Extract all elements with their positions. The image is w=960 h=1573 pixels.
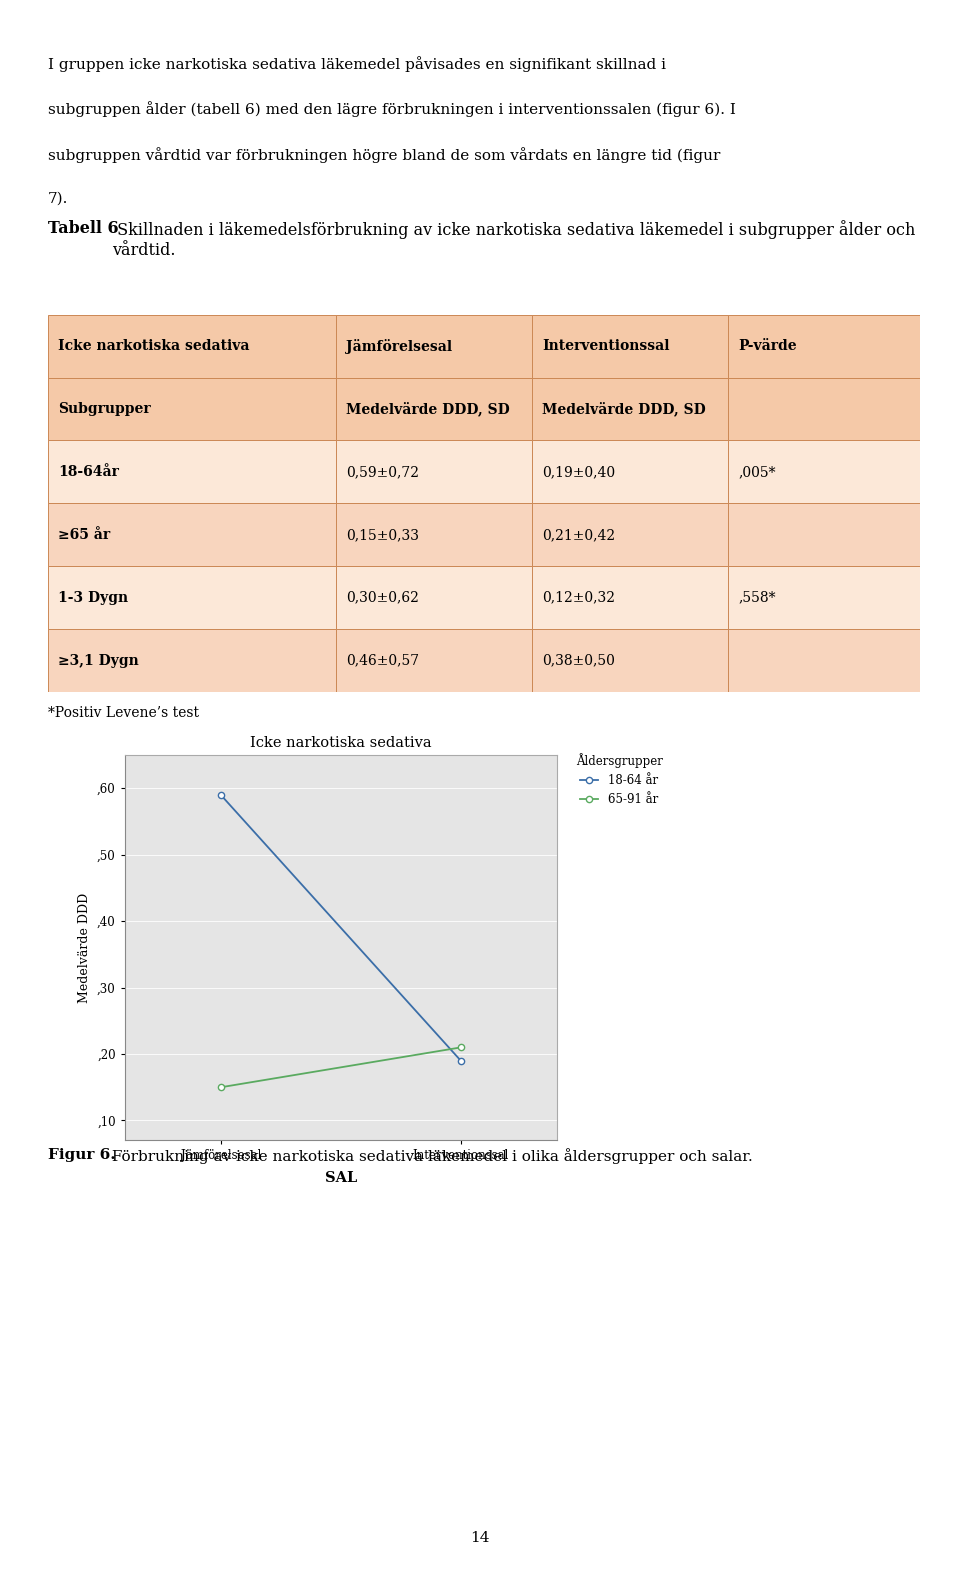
Text: Figur 6.: Figur 6. — [48, 1148, 115, 1162]
Text: *Positiv Levene’s test: *Positiv Levene’s test — [48, 706, 199, 719]
Text: Skillnaden i läkemedelsförbrukning av icke narkotiska sedativa läkemedel i subgr: Skillnaden i läkemedelsförbrukning av ic… — [111, 220, 915, 258]
Text: 0,15±0,33: 0,15±0,33 — [347, 529, 420, 541]
Text: Jämförelsesal: Jämförelsesal — [347, 338, 452, 354]
Text: 1-3 Dygn: 1-3 Dygn — [59, 591, 129, 604]
Text: Subgrupper: Subgrupper — [59, 403, 151, 415]
FancyBboxPatch shape — [48, 315, 336, 378]
FancyBboxPatch shape — [48, 440, 336, 503]
FancyBboxPatch shape — [336, 566, 532, 629]
FancyBboxPatch shape — [532, 378, 728, 440]
FancyBboxPatch shape — [336, 315, 532, 378]
Text: ,005*: ,005* — [738, 466, 776, 478]
FancyBboxPatch shape — [532, 566, 728, 629]
Text: 0,19±0,40: 0,19±0,40 — [542, 466, 615, 478]
FancyBboxPatch shape — [532, 315, 728, 378]
FancyBboxPatch shape — [336, 440, 532, 503]
FancyBboxPatch shape — [336, 503, 532, 566]
Text: Medelvärde DDD, SD: Medelvärde DDD, SD — [347, 401, 510, 417]
Text: ≥65 år: ≥65 år — [59, 529, 110, 541]
FancyBboxPatch shape — [728, 629, 920, 692]
Text: Förbrukning av icke narkotiska sedativa läkemedel i olika åldersgrupper och sala: Förbrukning av icke narkotiska sedativa … — [108, 1148, 753, 1164]
Text: ≥3,1 Dygn: ≥3,1 Dygn — [59, 654, 139, 667]
FancyBboxPatch shape — [532, 503, 728, 566]
Text: Icke narkotiska sedativa: Icke narkotiska sedativa — [59, 340, 250, 352]
Text: 0,46±0,57: 0,46±0,57 — [347, 654, 420, 667]
Text: Medelvärde DDD, SD: Medelvärde DDD, SD — [542, 401, 706, 417]
Title: Icke narkotiska sedativa: Icke narkotiska sedativa — [250, 736, 432, 750]
FancyBboxPatch shape — [48, 503, 336, 566]
Text: 7).: 7). — [48, 192, 68, 206]
FancyBboxPatch shape — [48, 629, 336, 692]
FancyBboxPatch shape — [48, 566, 336, 629]
Y-axis label: Medelvärde DDD: Medelvärde DDD — [79, 892, 91, 1004]
Text: P-värde: P-värde — [738, 340, 797, 352]
FancyBboxPatch shape — [728, 378, 920, 440]
Text: 0,38±0,50: 0,38±0,50 — [542, 654, 615, 667]
FancyBboxPatch shape — [728, 315, 920, 378]
Text: 0,21±0,42: 0,21±0,42 — [542, 529, 615, 541]
Text: 0,12±0,32: 0,12±0,32 — [542, 591, 615, 604]
FancyBboxPatch shape — [532, 629, 728, 692]
Text: subgruppen vårdtid var förbrukningen högre bland de som vårdats en längre tid (f: subgruppen vårdtid var förbrukningen hög… — [48, 146, 720, 162]
FancyBboxPatch shape — [728, 440, 920, 503]
FancyBboxPatch shape — [728, 566, 920, 629]
Text: ,558*: ,558* — [738, 591, 776, 604]
Text: 0,30±0,62: 0,30±0,62 — [347, 591, 419, 604]
Text: 18-64år: 18-64år — [59, 466, 119, 478]
FancyBboxPatch shape — [728, 503, 920, 566]
FancyBboxPatch shape — [336, 629, 532, 692]
Text: Tabell 6: Tabell 6 — [48, 220, 119, 238]
Text: 0,59±0,72: 0,59±0,72 — [347, 466, 420, 478]
FancyBboxPatch shape — [48, 378, 336, 440]
Text: I gruppen icke narkotiska sedativa läkemedel påvisades en signifikant skillnad i: I gruppen icke narkotiska sedativa läkem… — [48, 57, 666, 72]
FancyBboxPatch shape — [532, 440, 728, 503]
Text: subgruppen ålder (tabell 6) med den lägre förbrukningen i interventionssalen (fi: subgruppen ålder (tabell 6) med den lägr… — [48, 101, 736, 118]
X-axis label: SAL: SAL — [324, 1170, 357, 1184]
Text: Interventionssal: Interventionssal — [542, 340, 670, 352]
FancyBboxPatch shape — [336, 378, 532, 440]
Text: 14: 14 — [470, 1531, 490, 1545]
Legend: 18-64 år, 65-91 år: 18-64 år, 65-91 år — [576, 753, 662, 805]
